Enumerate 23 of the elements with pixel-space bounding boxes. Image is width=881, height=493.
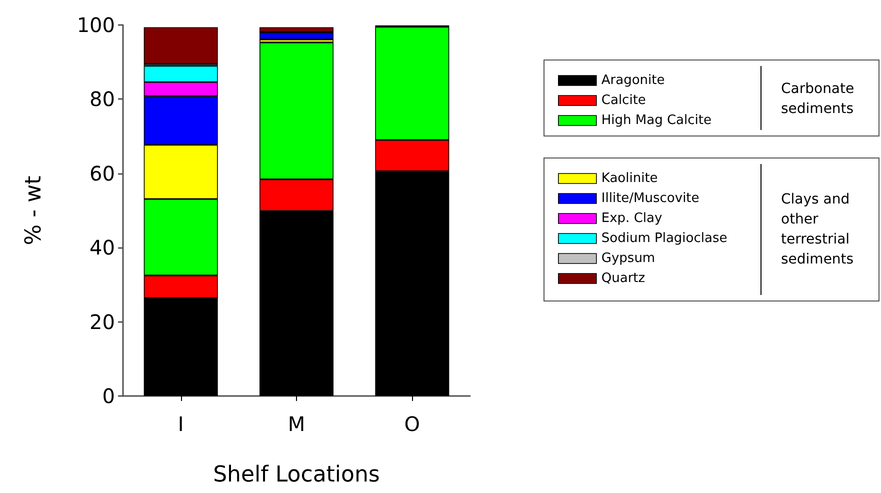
x-axis-title: Shelf Locations	[213, 462, 380, 488]
legend-label: Aragonite	[601, 73, 665, 88]
legend-label: Gypsum	[601, 251, 656, 266]
bar	[144, 27, 218, 64]
legend-label: Illite/Muscovite	[601, 191, 700, 206]
y-tick-label: 20	[90, 310, 115, 334]
legend-label: Exp. Clay	[601, 211, 662, 226]
legend-label: Sodium Plagioclase	[601, 231, 728, 246]
x-tick-label: M	[288, 412, 306, 436]
y-tick-label: 60	[90, 161, 115, 186]
x-tick-label: I	[178, 412, 184, 436]
y-tick-label: 100	[76, 13, 115, 37]
y-tick-label: 0	[102, 384, 115, 408]
y-tick-label: 40	[90, 236, 115, 260]
y-tick-label: 80	[90, 87, 115, 112]
text: Carbonate sediments	[781, 81, 859, 117]
y-axis-title: % - wt	[22, 175, 46, 246]
legend-label: Kaolinite	[601, 171, 658, 186]
x-tick-label: O	[404, 412, 420, 436]
legend-label: Quartz	[601, 271, 646, 286]
legend-label: Calcite	[601, 93, 646, 108]
legend-label: High Mag Calcite	[601, 113, 712, 128]
text: Clays and other terrestrial sediments	[781, 192, 854, 268]
